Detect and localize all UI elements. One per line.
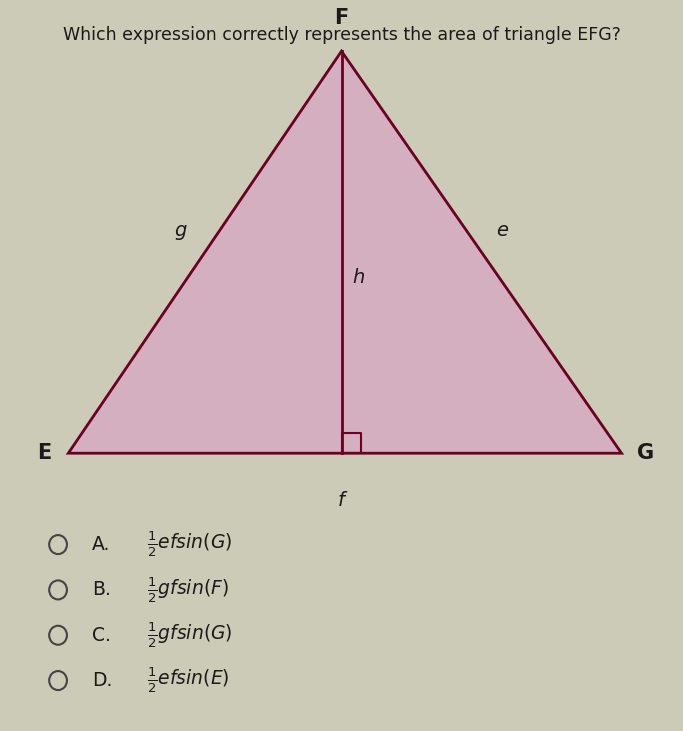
Text: $\frac{1}{2}ef\mathit{sin}(G)$: $\frac{1}{2}ef\mathit{sin}(G)$ [147,530,232,559]
Polygon shape [68,51,622,453]
Text: h: h [352,268,365,287]
Text: $\frac{1}{2}ef\mathit{sin}(E)$: $\frac{1}{2}ef\mathit{sin}(E)$ [147,666,229,695]
Text: G: G [637,443,654,463]
Text: C.: C. [92,626,111,645]
Text: F: F [335,8,348,29]
Text: $\frac{1}{2}gf\mathit{sin}(F)$: $\frac{1}{2}gf\mathit{sin}(F)$ [147,575,229,605]
Text: Which expression correctly represents the area of triangle EFG?: Which expression correctly represents th… [63,26,620,44]
Text: D.: D. [92,671,113,690]
Text: B.: B. [92,580,111,599]
Text: g: g [175,221,187,240]
Text: A.: A. [92,535,111,554]
Text: E: E [38,443,51,463]
Text: $\frac{1}{2}gf\mathit{sin}(G)$: $\frac{1}{2}gf\mathit{sin}(G)$ [147,621,232,650]
Text: f: f [338,491,345,510]
Text: e: e [496,221,508,240]
